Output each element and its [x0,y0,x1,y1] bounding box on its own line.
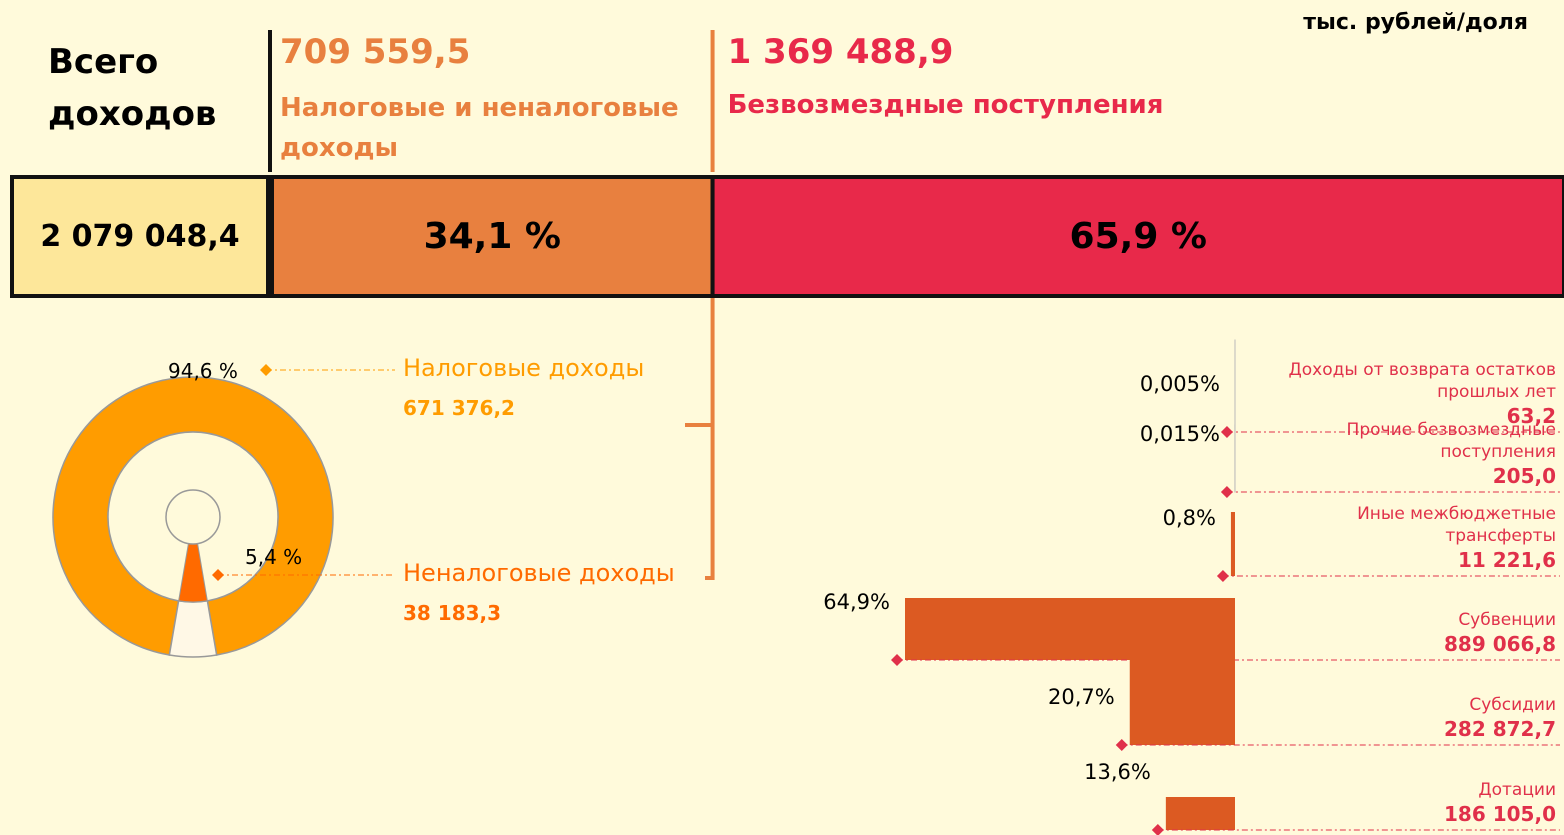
bar-marker [1220,486,1233,498]
bar-category: Доходы от возврата остатков прошлых лет 6… [1256,359,1556,429]
bar-value-label: 20,7% [1048,685,1115,709]
bar [905,598,1235,660]
pie-marker [212,569,224,581]
amount-label: 63,2 [1506,404,1556,428]
total-title: Всего доходов [48,42,217,134]
segment [710,175,1564,298]
bar-value-label: 0,005% [1139,372,1220,396]
category-label: Иные межбюджетные трансферты [1357,504,1556,546]
amount-label: 671 376,2 [403,396,515,420]
bar-value-label: 0,015% [1139,422,1220,446]
bar-marker [1220,426,1233,438]
bar-value-label: 13,6% [1084,760,1151,784]
bar-category: Прочие безвозмездные поступления 205,0 [1306,419,1556,489]
gratis-value: 1 369 488,9 [727,32,954,72]
pie-marker [260,364,272,376]
segment-label: 65,9 % [1069,216,1207,257]
bar-marker [1115,739,1128,751]
bar [1129,656,1235,745]
category-label: Прочие безвозмездные поступления [1346,420,1556,462]
bar-marker [1151,824,1164,835]
own-title: Налоговые и неналоговые доходы [280,93,679,163]
segment-label: 34,1 % [423,216,561,257]
pie-slice [168,599,218,658]
category-label: Доходы от возврата остатков прошлых лет [1288,360,1556,402]
amount-label: 38 183,3 [403,601,502,625]
bar-category: Субвенции 889 066,8 [1256,609,1556,657]
segment [270,175,715,298]
category-label: Субсидии [1469,695,1556,715]
amount-label: 186 105,0 [1444,802,1556,826]
category-label: Дотации [1478,780,1556,800]
total-value: 2 079 048,4 [10,175,270,298]
category-label: Налоговые доходы [403,354,645,382]
own-value: 709 559,5 [280,32,471,72]
bar-value-label: 0,8% [1162,506,1216,530]
amount-label: 205,0 [1492,464,1556,488]
pie-core [165,489,221,545]
bar-category: Дотации 186 105,0 [1256,779,1556,827]
pie-value-label: 5,4 % [245,545,303,569]
bar-value-label: 64,9% [823,590,890,614]
gratis-title: Безвозмездные поступления [727,90,1164,120]
category-label: Неналоговые доходы [403,559,675,587]
bar [1230,512,1235,576]
category-label: Субвенции [1458,610,1556,630]
amount-label: 889 066,8 [1444,632,1556,656]
pie-value-label: 94,6 % [168,359,238,383]
amount-label: 282 872,7 [1444,717,1556,741]
bar-marker [1216,570,1229,582]
bar-category: Иные межбюджетные трансферты 11 221,6 [1306,503,1556,573]
bar [1165,797,1235,830]
bar-marker [891,654,903,666]
bar-category: Субсидии 282 872,7 [1256,694,1556,742]
amount-label: 11 221,6 [1457,548,1556,572]
unit-note: тыс. рублей/доля [1303,10,1528,35]
